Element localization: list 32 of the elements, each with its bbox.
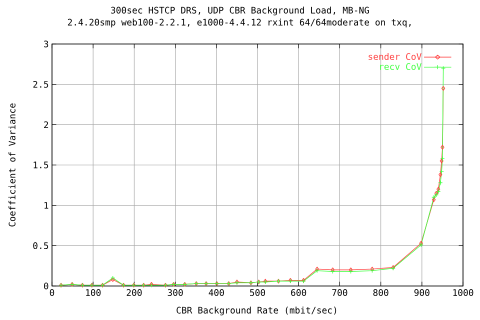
x-tick-label: 700 <box>332 289 348 296</box>
y-tick-label: 1.5 <box>34 162 48 168</box>
legend-label: sender CoV <box>368 53 422 60</box>
chart-title: 300sec HSTCP DRS, UDP CBR Background Load, MB-NG <box>111 6 369 16</box>
x-tick-label: 0 <box>50 289 54 296</box>
point <box>432 197 436 202</box>
y-tick-label: 3 <box>44 40 48 48</box>
x-tick-label: 600 <box>291 289 306 296</box>
x-tick-label: 500 <box>250 289 266 296</box>
y-tick-label: 2.5 <box>33 80 48 88</box>
x-tick-label: 800 <box>373 289 388 296</box>
x-tick-label: 100 <box>86 289 101 296</box>
x-tick-label: 400 <box>208 289 224 296</box>
y-tick-label: 2 <box>44 121 48 128</box>
x-tick-label: 900 <box>414 289 430 296</box>
y-tick-label: 0.5 <box>33 242 48 250</box>
point <box>438 180 443 186</box>
chart-subtitle: 2.4.20smp web100-2.2.1, e1000-4.4.12 rxint 64/64moderate on txq, <box>68 18 411 28</box>
point <box>436 186 440 192</box>
point <box>439 169 444 174</box>
x-tick-label: 1000 <box>453 289 474 296</box>
x-axis-title: CBR Background Rate (mbit/sec) <box>176 306 336 316</box>
x-tick-label: 200 <box>126 289 142 296</box>
x-tick-label: 300 <box>168 289 183 296</box>
point <box>440 156 445 161</box>
point <box>440 144 444 150</box>
y-axis-title: Coefficient of Variance <box>8 103 16 226</box>
y-tick-label: 1 <box>44 202 48 209</box>
legend-label: recv CoV <box>380 63 422 70</box>
point <box>440 158 444 164</box>
y-tick-label: 0 <box>44 282 48 290</box>
point <box>438 172 442 178</box>
